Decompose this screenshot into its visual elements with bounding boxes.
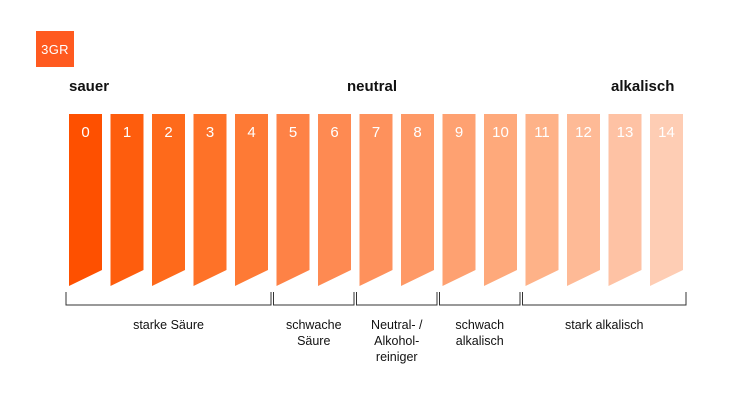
ph-bar-10: 10 [484, 114, 517, 286]
group-label: schwache Säure [285, 318, 342, 348]
group-bracket [439, 292, 521, 306]
ph-bar-shape [608, 114, 642, 286]
heading-alkaline: alkalisch [611, 78, 675, 95]
ph-bar-5: 5 [276, 114, 310, 286]
ph-bar-3: 3 [193, 114, 227, 286]
ph-bar-2: 2 [152, 114, 185, 286]
group-bracket [65, 292, 272, 306]
ph-value-label: 5 [289, 124, 297, 141]
group-bracket [356, 292, 438, 306]
ph-bar-13: 13 [608, 114, 642, 286]
ph-value-label: 1 [123, 124, 131, 141]
ph-value-label: 11 [534, 124, 550, 141]
ph-value-label: 10 [492, 124, 509, 141]
brand-logo: 3GR [36, 31, 74, 67]
ph-bar-4: 4 [235, 114, 268, 286]
ph-bar-shape [193, 114, 227, 286]
group-label: Neutral- / Alkohol- reiniger [371, 318, 423, 364]
ph-bar-shape [69, 114, 102, 286]
ph-bar-7: 7 [359, 114, 393, 286]
ph-value-label: 8 [413, 124, 421, 141]
ph-bar-shape [650, 114, 683, 286]
ph-bar-6: 6 [318, 114, 351, 286]
ph-value-label: 0 [81, 124, 89, 141]
ph-bar-shape [110, 114, 144, 286]
group-bracket [522, 292, 687, 306]
ph-value-label: 3 [206, 124, 214, 141]
ph-value-label: 6 [330, 124, 338, 141]
ph-value-label: 12 [575, 124, 592, 141]
ph-value-label: 7 [372, 124, 380, 141]
ph-bar-shape [318, 114, 351, 286]
ph-bar-shape [567, 114, 600, 286]
group-label: stark alkalisch [565, 318, 644, 332]
group-label: schwach alkalisch [455, 318, 505, 348]
ph-value-label: 2 [164, 124, 172, 141]
ph-bar-1: 1 [110, 114, 144, 286]
ph-bar-14: 14 [650, 114, 683, 286]
ph-bar-shape [401, 114, 434, 286]
group-bracket [273, 292, 355, 306]
ph-value-label: 13 [617, 124, 634, 141]
heading-acidic: sauer [69, 78, 110, 95]
ph-bar-shape [442, 114, 476, 286]
ph-bar-shape [525, 114, 559, 286]
heading-neutral: neutral [347, 78, 398, 95]
ph-bar-12: 12 [567, 114, 600, 286]
ph-bar-shape [235, 114, 268, 286]
ph-bar-9: 9 [442, 114, 476, 286]
ph-bar-shape [276, 114, 310, 286]
ph-value-label: 4 [247, 124, 255, 141]
ph-value-label: 9 [455, 124, 463, 141]
group-label: starke Säure [133, 318, 204, 332]
ph-bar-shape [484, 114, 517, 286]
ph-bar-shape [359, 114, 393, 286]
ph-bar-11: 11 [525, 114, 559, 286]
ph-bar-8: 8 [401, 114, 434, 286]
ph-bar-0: 0 [69, 114, 102, 286]
ph-value-label: 14 [658, 124, 675, 141]
ph-bar-shape [152, 114, 185, 286]
